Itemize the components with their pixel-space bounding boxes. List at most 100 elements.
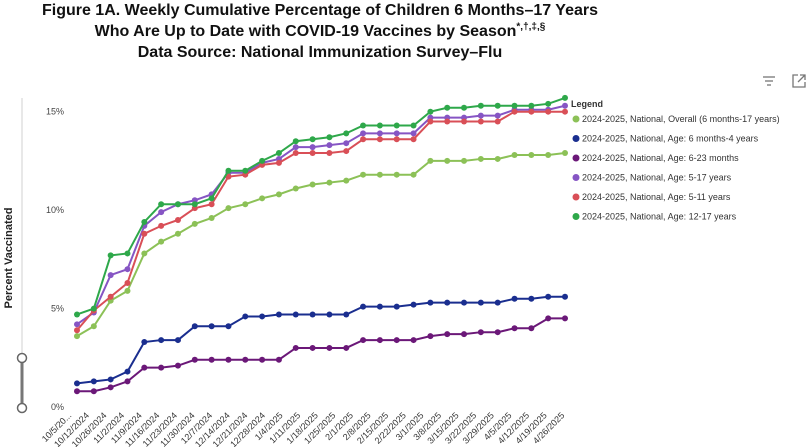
data-point[interactable] [107, 293, 114, 300]
data-point[interactable] [360, 337, 367, 344]
data-point[interactable] [494, 329, 501, 336]
data-point[interactable] [292, 344, 299, 351]
data-point[interactable] [343, 148, 350, 155]
data-point[interactable] [528, 152, 535, 158]
data-point[interactable] [292, 150, 299, 157]
data-point[interactable] [208, 323, 215, 330]
data-point[interactable] [225, 323, 232, 330]
filter-lines-icon[interactable] [760, 72, 778, 90]
data-point[interactable] [427, 157, 434, 164]
data-point[interactable] [528, 325, 535, 332]
data-point[interactable] [275, 191, 282, 198]
data-point[interactable] [292, 185, 299, 192]
data-point[interactable] [309, 150, 316, 157]
data-point[interactable] [477, 102, 484, 109]
data-point[interactable] [191, 323, 198, 330]
data-point[interactable] [528, 295, 535, 302]
data-point[interactable] [225, 173, 232, 180]
data-point[interactable] [343, 130, 350, 137]
data-point[interactable] [376, 337, 383, 344]
data-point[interactable] [225, 205, 232, 212]
data-point[interactable] [309, 144, 316, 151]
data-point[interactable] [494, 118, 501, 125]
legend-entry[interactable]: 2024-2025, National, Age: 5-11 years [582, 192, 731, 202]
data-point[interactable] [410, 301, 417, 308]
data-point[interactable] [562, 94, 568, 101]
data-point[interactable] [309, 344, 316, 351]
data-point[interactable] [292, 138, 299, 145]
data-point[interactable] [174, 201, 181, 208]
data-point[interactable] [242, 201, 249, 208]
data-point[interactable] [326, 179, 333, 186]
data-point[interactable] [191, 201, 198, 208]
data-point[interactable] [393, 171, 400, 178]
legend-entry[interactable]: 2024-2025, National, Age: 5-17 years [582, 173, 732, 183]
data-point[interactable] [326, 134, 333, 141]
data-point[interactable] [562, 150, 568, 157]
data-point[interactable] [393, 337, 400, 344]
data-point[interactable] [360, 303, 367, 310]
data-point[interactable] [141, 339, 148, 346]
data-point[interactable] [74, 333, 80, 340]
data-point[interactable] [343, 344, 350, 351]
data-point[interactable] [107, 384, 114, 391]
data-point[interactable] [528, 108, 535, 115]
data-point[interactable] [208, 215, 215, 221]
data-point[interactable] [174, 337, 181, 344]
data-point[interactable] [275, 150, 282, 157]
expand-icon[interactable] [790, 72, 808, 90]
data-point[interactable] [141, 218, 148, 225]
data-point[interactable] [141, 364, 148, 371]
data-point[interactable] [444, 331, 451, 338]
data-point[interactable] [191, 356, 198, 363]
data-point[interactable] [292, 144, 299, 151]
zoom-slider[interactable] [16, 98, 28, 414]
data-point[interactable] [376, 122, 383, 129]
data-point[interactable] [376, 136, 383, 143]
data-point[interactable] [444, 157, 451, 164]
data-point[interactable] [124, 279, 131, 286]
data-point[interactable] [410, 122, 417, 129]
data-point[interactable] [477, 112, 484, 119]
data-point[interactable] [343, 177, 350, 184]
data-point[interactable] [545, 152, 552, 158]
data-point[interactable] [444, 299, 451, 306]
data-point[interactable] [242, 313, 249, 320]
data-point[interactable] [174, 216, 181, 223]
data-point[interactable] [427, 108, 434, 115]
data-point[interactable] [545, 108, 552, 115]
data-point[interactable] [107, 252, 114, 259]
data-point[interactable] [74, 388, 80, 395]
data-point[interactable] [461, 299, 468, 306]
data-point[interactable] [360, 122, 367, 129]
data-point[interactable] [124, 250, 131, 257]
data-point[interactable] [259, 157, 266, 164]
data-point[interactable] [158, 364, 165, 371]
data-point[interactable] [494, 299, 501, 306]
data-point[interactable] [74, 311, 80, 318]
data-point[interactable] [360, 171, 367, 178]
zoom-slider-handle-bottom[interactable] [16, 402, 28, 414]
data-point[interactable] [562, 293, 568, 300]
data-point[interactable] [275, 356, 282, 363]
data-point[interactable] [208, 356, 215, 363]
data-point[interactable] [562, 315, 568, 322]
data-point[interactable] [74, 321, 80, 328]
data-point[interactable] [242, 356, 249, 363]
data-point[interactable] [259, 356, 266, 363]
data-point[interactable] [158, 201, 165, 208]
data-point[interactable] [174, 230, 181, 237]
data-point[interactable] [376, 303, 383, 310]
data-point[interactable] [444, 118, 451, 125]
data-point[interactable] [360, 130, 367, 137]
legend-entry[interactable]: 2024-2025, National, Overall (6 months-1… [582, 114, 780, 124]
legend-entry[interactable]: 2024-2025, National, Age: 12-17 years [582, 212, 737, 222]
data-point[interactable] [309, 136, 316, 143]
data-point[interactable] [376, 130, 383, 137]
data-point[interactable] [393, 136, 400, 143]
data-point[interactable] [124, 378, 131, 385]
legend-entry[interactable]: 2024-2025, National, Age: 6-23 months [582, 153, 739, 163]
data-point[interactable] [562, 102, 568, 109]
data-point[interactable] [259, 195, 266, 202]
data-point[interactable] [158, 238, 165, 245]
